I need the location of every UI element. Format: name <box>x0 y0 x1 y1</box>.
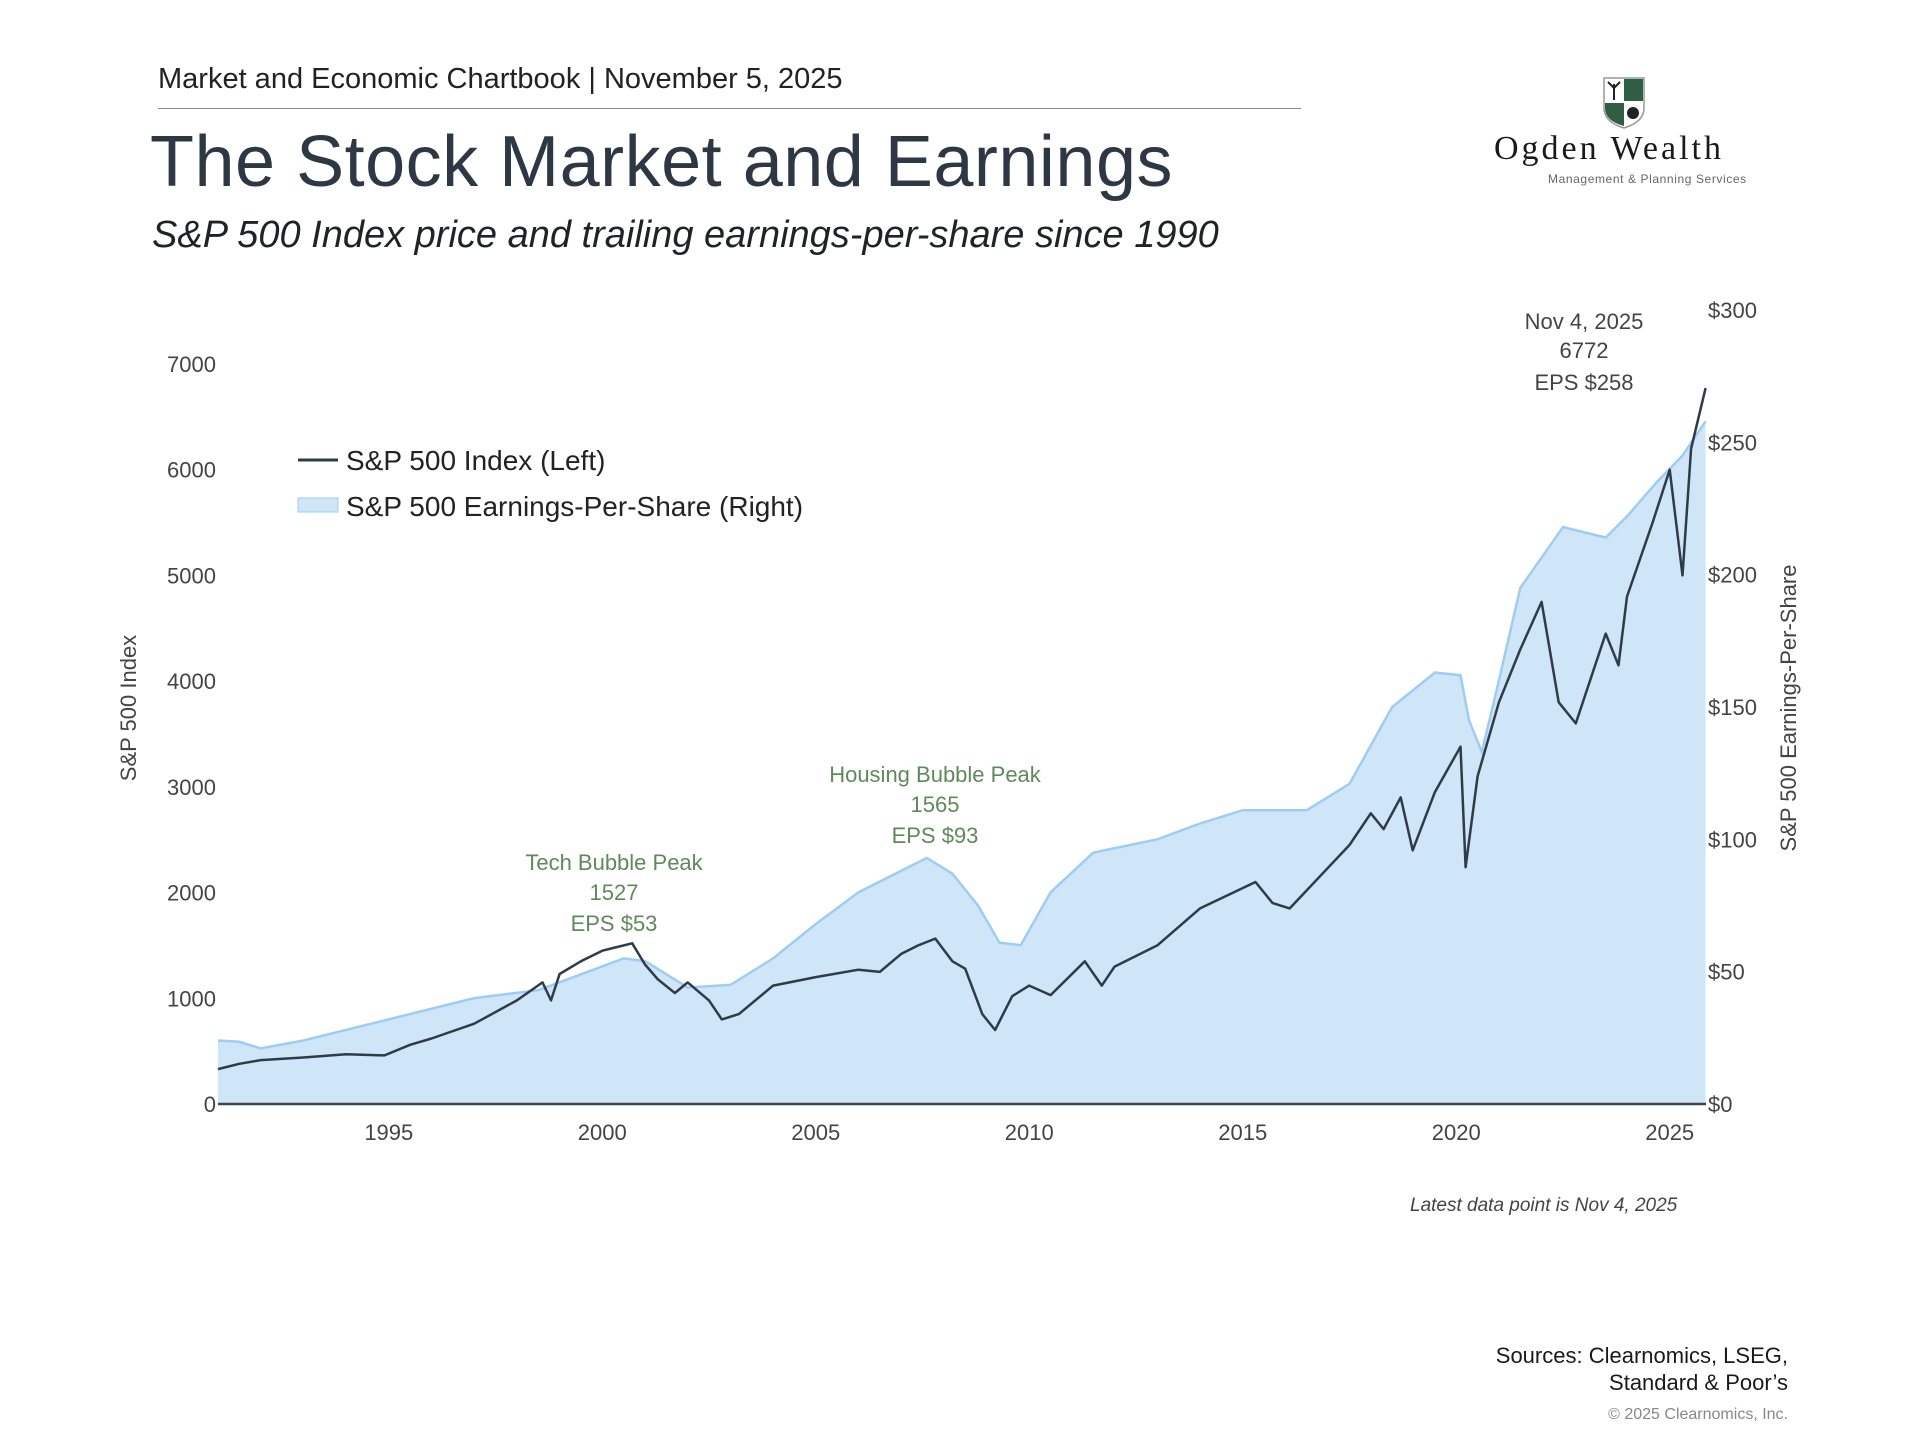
x-tick-label: 2020 <box>1432 1120 1481 1145</box>
annotation-eps: EPS $93 <box>892 823 979 848</box>
company-logo: Ogden Wealth Management & Planning Servi… <box>1480 76 1780 196</box>
x-tick-label: 2010 <box>1005 1120 1054 1145</box>
eps-area <box>218 421 1706 1104</box>
latest-data-note: Latest data point is Nov 4, 2025 <box>1410 1195 1678 1216</box>
y-tick-label-left: 4000 <box>167 669 216 694</box>
annotation-label: Housing Bubble Peak <box>829 762 1042 787</box>
y-tick-label-right: $300 <box>1708 298 1757 323</box>
annotation-eps: EPS $53 <box>571 911 658 936</box>
annotation-eps: EPS $258 <box>1534 370 1633 395</box>
logo-tagline: Management & Planning Services <box>1548 172 1747 186</box>
x-tick-label: 2000 <box>578 1120 627 1145</box>
y-tick-label-right: $200 <box>1708 563 1757 588</box>
x-tick-label: 2015 <box>1218 1120 1267 1145</box>
annotation-value: 1565 <box>911 792 960 817</box>
y-tick-label-left: 2000 <box>167 881 216 906</box>
legend-label-eps: S&P 500 Earnings-Per-Share (Right) <box>346 491 803 522</box>
copyright: © 2025 Clearnomics, Inc. <box>1608 1406 1788 1423</box>
y-axis-label-right: S&P 500 Earnings-Per-Share <box>1776 565 1801 852</box>
y-tick-label-left: 5000 <box>167 563 216 588</box>
sources-line-2: Standard & Poor’s <box>1609 1370 1788 1395</box>
y-tick-label-left: 6000 <box>167 458 216 483</box>
shield-icon <box>1603 77 1645 129</box>
annotation-value: 1527 <box>590 880 639 905</box>
y-tick-label-left: 0 <box>204 1092 216 1117</box>
y-tick-label-right: $50 <box>1708 960 1745 985</box>
y-tick-label-left: 3000 <box>167 775 216 800</box>
eps-line <box>217 420 1707 1050</box>
chartbook-header: Market and Economic Chartbook | November… <box>158 63 843 95</box>
x-tick-label: 2025 <box>1645 1120 1694 1145</box>
x-tick-label: 2005 <box>791 1120 840 1145</box>
header-divider <box>158 108 1301 109</box>
legend-swatch-eps <box>297 497 339 513</box>
sources: Sources: Clearnomics, LSEG, Standard & P… <box>1496 1342 1788 1396</box>
sp500-index-line <box>217 387 1707 1071</box>
sources-line-1: Sources: Clearnomics, LSEG, <box>1495 1343 1788 1368</box>
y-tick-label-right: $100 <box>1708 827 1757 852</box>
y-tick-label-right: $250 <box>1708 430 1757 455</box>
page-title: The Stock Market and Earnings <box>150 122 1173 202</box>
page-subtitle: S&P 500 Index price and trailing earning… <box>152 214 1219 256</box>
y-axis-label-left: S&P 500 Index <box>116 635 141 781</box>
annotation-value: 6772 <box>1560 338 1609 363</box>
annotation-label: Tech Bubble Peak <box>525 850 703 875</box>
legend-label-index: S&P 500 Index (Left) <box>346 445 605 476</box>
y-tick-label-right: $150 <box>1708 695 1757 720</box>
legend: S&P 500 Index (Left) S&P 500 Earnings-Pe… <box>297 445 803 522</box>
annotation-label: Nov 4, 2025 <box>1525 309 1644 334</box>
x-tick-label: 1995 <box>364 1120 413 1145</box>
y-tick-label-left: 7000 <box>167 352 216 377</box>
y-tick-label-right: $0 <box>1708 1092 1732 1117</box>
y-tick-label-left: 1000 <box>167 986 216 1011</box>
logo-name: Ogden Wealth <box>1494 130 1724 167</box>
